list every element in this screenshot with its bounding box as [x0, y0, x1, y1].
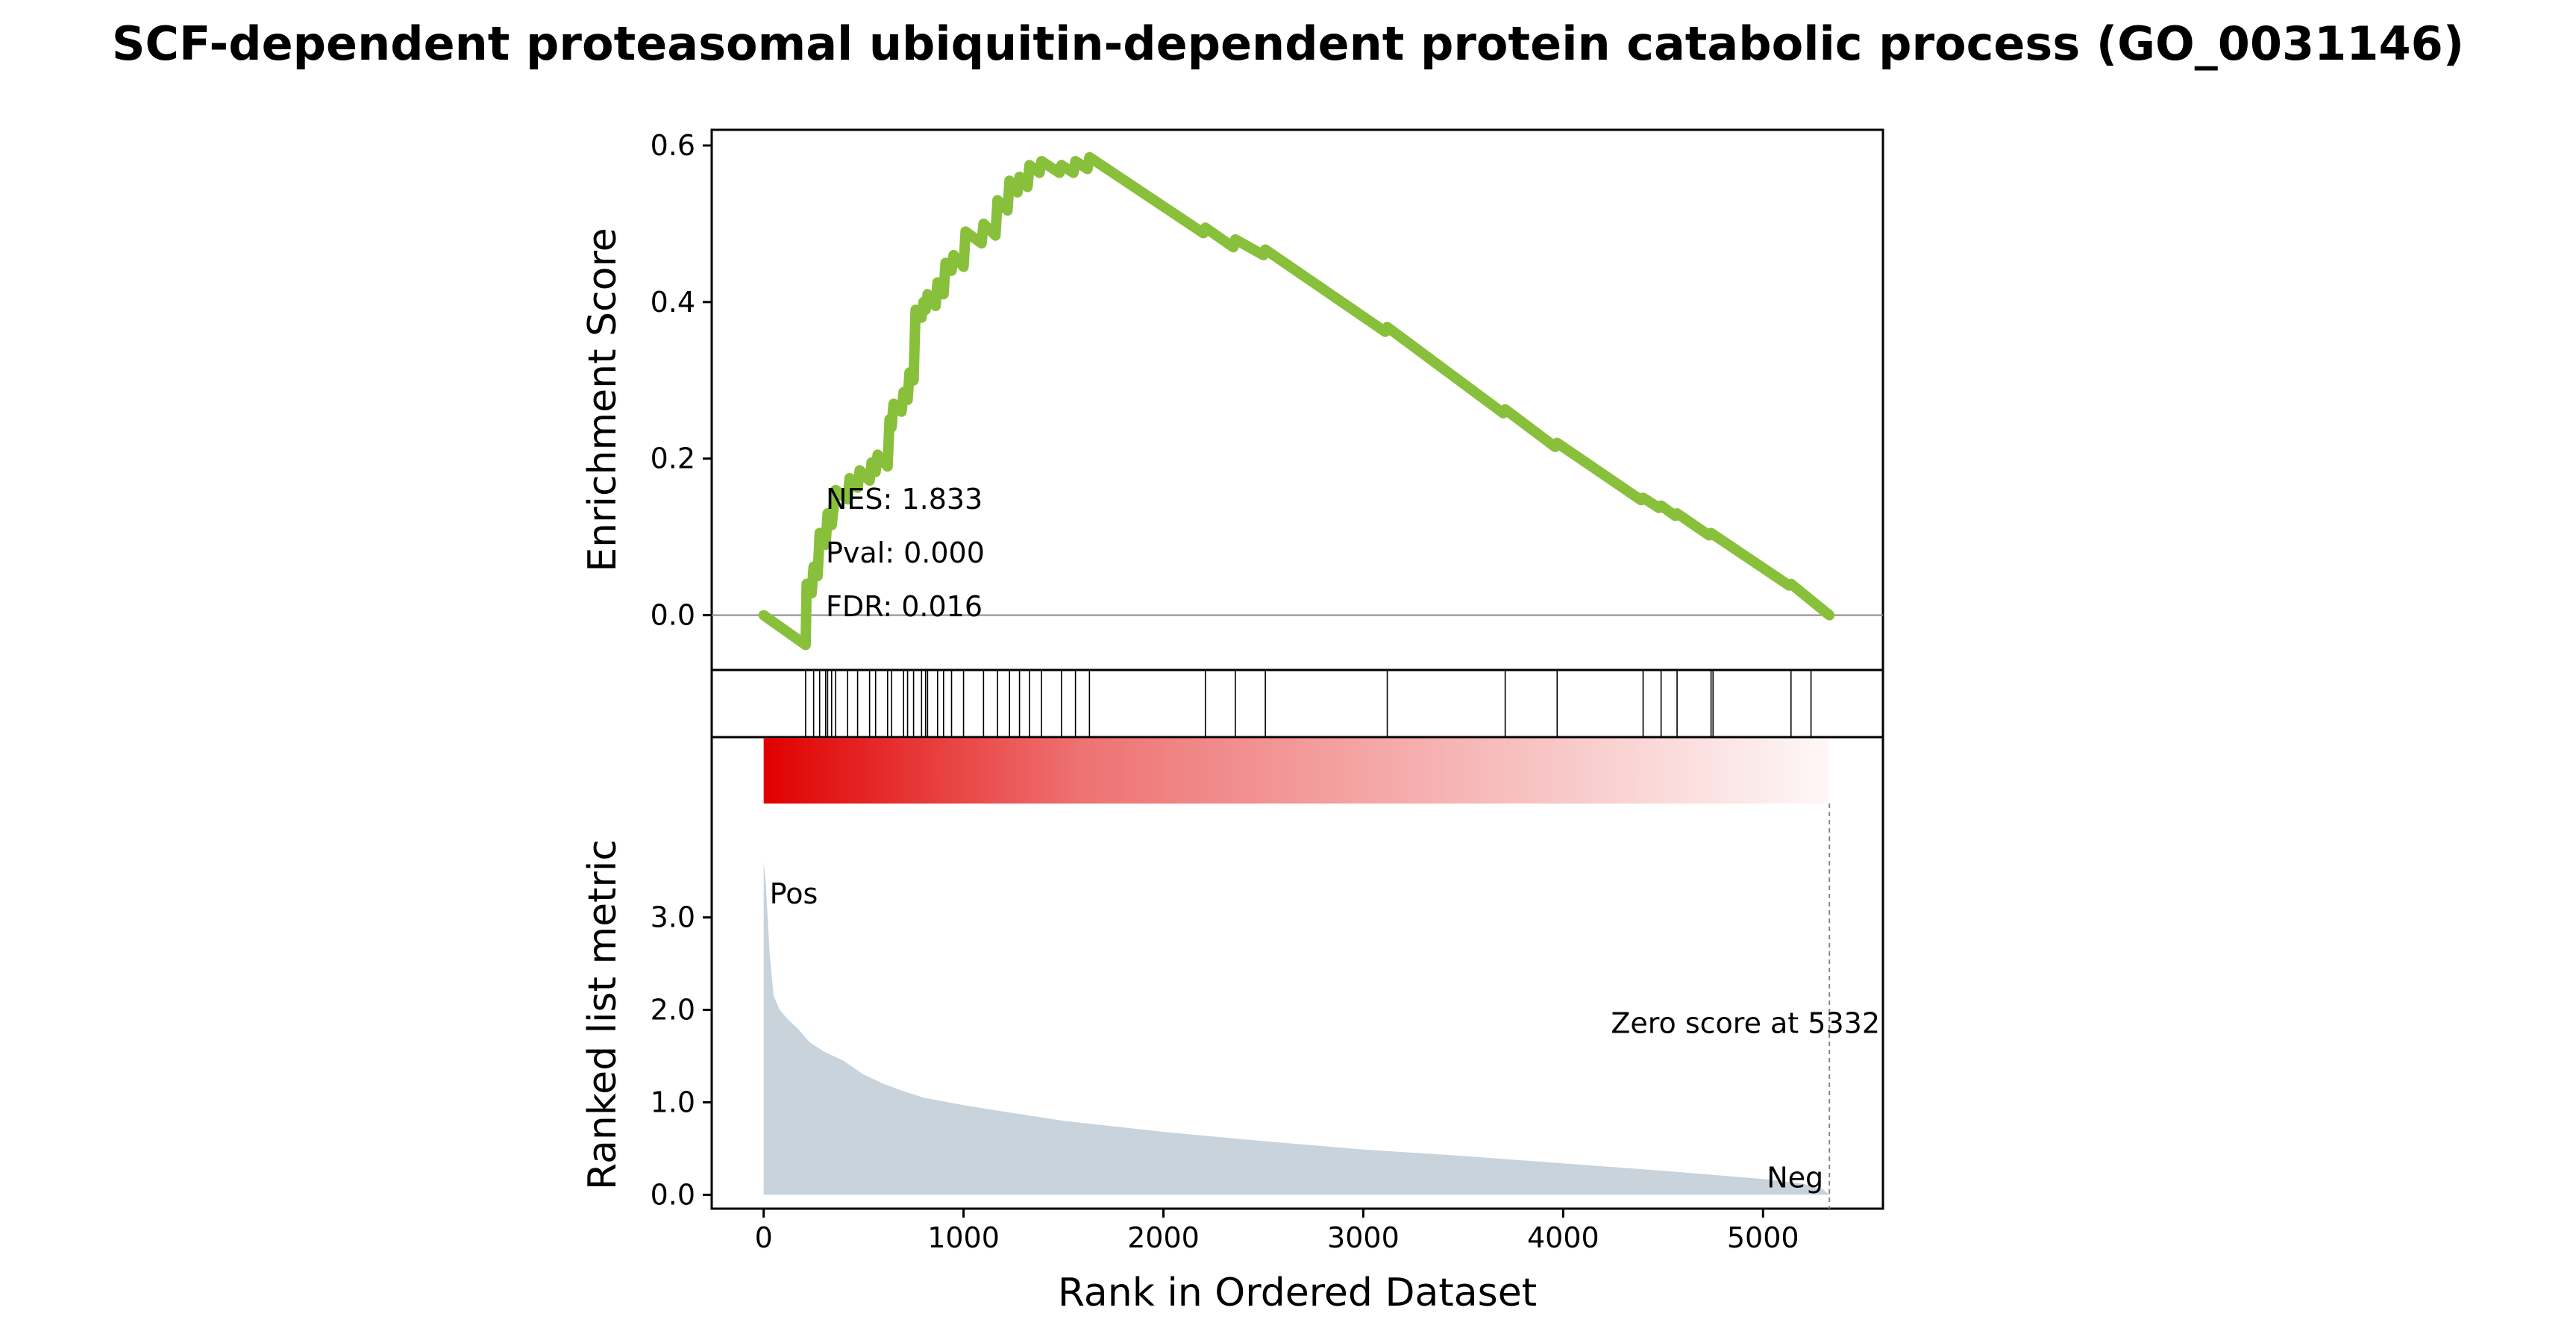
x-tick-label: 3000 [1327, 1221, 1400, 1254]
zero-score-label: Zero score at 5332 [1611, 1007, 1880, 1040]
x-tick-label: 1000 [927, 1221, 1000, 1254]
enrichment-panel: 0.0 0.2 0.4 0.6 Enrichment Score NES: 1.833… [580, 128, 1884, 671]
stat-fdr: FDR: 0.016 [826, 590, 983, 623]
ranked-metric-y-ticks: 0.0 1.0 2.0 3.0 [651, 901, 712, 1211]
x-tick-label: 5000 [1727, 1221, 1799, 1254]
hits-panel-frame [710, 668, 1884, 739]
ranked-metric-y-tick-label: 2.0 [651, 994, 695, 1027]
x-tick-label: 2000 [1127, 1221, 1200, 1254]
pos-label: Pos [770, 877, 818, 910]
ranked-metric-panel: Pos Neg Zero score at 5332 0.01.02.03.0 … [580, 736, 1884, 1211]
ranked-metric-y-tick-label: 3.0 [651, 901, 695, 934]
ranked-metric-y-tick-label: 0.0 [651, 1178, 695, 1211]
ranked-metric-y-tick-label: 1.0 [651, 1086, 695, 1118]
enrichment-y-tick-label: 0.0 [651, 599, 695, 632]
rank-heatmap-bar [763, 738, 1830, 804]
stat-pval: Pval: 0.000 [826, 536, 985, 569]
enrichment-y-tick-label: 0.6 [651, 129, 695, 162]
ranked-metric-area [763, 862, 1830, 1195]
x-tick-label: 0 [755, 1221, 773, 1254]
enrichment-y-tick-label: 0.2 [651, 442, 695, 475]
enrichment-panel-frame [710, 128, 1884, 671]
chart-title: SCF-dependent proteasomal ubiquitin-depe… [111, 16, 2465, 71]
stat-nes: NES: 1.833 [826, 483, 983, 516]
x-tick-label: 4000 [1527, 1221, 1599, 1254]
enrichment-y-tick-label: 0.4 [651, 286, 695, 319]
enrichment-y-label: Enrichment Score [580, 228, 625, 572]
x-ticks: 0 1000 2000 3000 4000 5000 [755, 1209, 1799, 1254]
enrichment-y-ticks: 0.0 0.2 0.4 0.6 [651, 129, 712, 632]
x-axis-label: Rank in Ordered Dataset [1058, 1271, 1537, 1315]
ranked-metric-y-label: Ranked list metric [580, 839, 625, 1190]
hit-lines [805, 670, 1812, 737]
hits-panel [710, 668, 1884, 739]
neg-label: Neg [1767, 1161, 1823, 1194]
enrichment-score-line [758, 151, 1835, 651]
